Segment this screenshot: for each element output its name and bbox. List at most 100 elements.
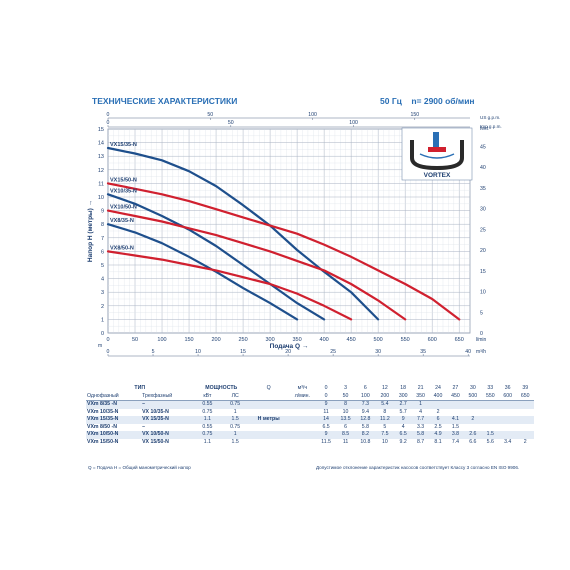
head-value: 5.6 xyxy=(486,438,494,445)
blank-cell xyxy=(288,439,316,447)
head-value: 2.5 xyxy=(434,423,442,430)
h-label: H метры xyxy=(249,416,289,424)
x-tick-label: 300 xyxy=(265,337,274,343)
model-three-phase: VX 15/50-N xyxy=(142,438,169,445)
power-hp: 1 xyxy=(221,431,250,439)
head-value: 2.6 xyxy=(464,431,482,439)
head-value xyxy=(498,400,517,409)
blank-cell xyxy=(288,409,316,417)
m3h-tick-label: 20 xyxy=(285,349,291,355)
m3h-tick-label: 25 xyxy=(330,349,336,355)
model-three-phase: – xyxy=(142,423,145,430)
head-value xyxy=(446,400,465,409)
q-lmin-value: 350 xyxy=(416,392,425,399)
m3h-tick-label: 10 xyxy=(195,349,201,355)
power-hp: 1 xyxy=(233,408,237,415)
x-tick-label: 650 xyxy=(455,337,464,343)
unit-m3h: м³/ч xyxy=(297,385,308,391)
x-tick-label: 150 xyxy=(184,337,193,343)
head-value: 5.8 xyxy=(411,431,430,439)
table-row: VXm 8/50 -N – 0.55 0.75 6.5 6 5.8 5 4 3.3 2.5 1.5 xyxy=(86,424,534,432)
x-unit-lmin: l/min xyxy=(476,337,487,343)
q-m3h-value: 30 xyxy=(469,385,476,391)
x-tick-label: 500 xyxy=(374,337,383,343)
feet-tick-label: 30 xyxy=(480,207,486,213)
blank-cell xyxy=(288,400,317,409)
series-label: VX15/50-N xyxy=(110,177,137,183)
q-m3h-value: 3 xyxy=(344,385,347,391)
table-row: VXm 15/35-N VX 15/35-N 1.1 1.5 H метры 14 13.5… xyxy=(86,416,534,424)
head-value xyxy=(516,400,534,409)
head-value xyxy=(481,416,499,424)
y-tick-label: 14 xyxy=(98,141,104,147)
q-lmin-value: 200 xyxy=(380,392,390,399)
frequency-label: 50 Гц xyxy=(380,96,402,106)
head-value: 5.7 xyxy=(399,408,407,415)
imp-gpm-unit-label: Imp g.p.m. xyxy=(480,124,502,129)
q-m3h-value: 36 xyxy=(504,385,511,391)
y-tick-label: 15 xyxy=(98,127,104,133)
head-value: 3.8 xyxy=(446,431,465,439)
head-value: 11 xyxy=(323,408,329,415)
q-m3h-value: 18 xyxy=(400,385,407,391)
table-row: VXm 15/50-N VX 15/50-N 1.1 1.5 11.5 11 10.8 10 9… xyxy=(86,439,534,447)
head-value: 6.5 xyxy=(322,423,330,430)
head-value: 7.7 xyxy=(411,416,430,424)
series-label: VX10/35-N xyxy=(110,188,137,194)
feet-tick-label: 20 xyxy=(480,248,486,254)
y-tick-label: 1 xyxy=(101,317,104,323)
x-tick-label: 200 xyxy=(211,337,220,343)
us-gpm-tick-label: 0 xyxy=(107,112,110,118)
feet-tick-label: 35 xyxy=(480,186,486,192)
head-value: 7.3 xyxy=(355,400,376,409)
series-line-vx15-35-n xyxy=(106,146,380,321)
head-value: 3.4 xyxy=(504,438,512,445)
head-value: 6 xyxy=(344,423,347,430)
x-tick-label: 400 xyxy=(320,337,329,343)
series-line-vx8-35-n xyxy=(106,223,299,321)
q-m3h-value: 12 xyxy=(381,385,388,391)
head-value: 9 xyxy=(316,400,336,409)
y-tick-label: 6 xyxy=(101,249,104,255)
head-value: 10.8 xyxy=(360,438,371,445)
blank-cell xyxy=(288,416,317,424)
head-value xyxy=(516,409,534,417)
head-value: 14 xyxy=(316,416,336,424)
model-single-phase: VXm 15/50-N xyxy=(87,438,119,445)
head-value: 3.3 xyxy=(416,423,425,430)
table-row: VXm 10/50-N VX 10/50-N 0.75 1 9 8.5 8.2 7.5 6.5 5… xyxy=(86,431,534,439)
shaft-icon xyxy=(433,132,439,147)
q-m3h-value: 6 xyxy=(363,385,367,391)
x-tick-label: 0 xyxy=(106,337,109,343)
power-hp: 1.5 xyxy=(221,416,250,424)
q-m3h-value: 27 xyxy=(452,385,459,391)
imp-gpm-tick-label: 100 xyxy=(349,120,358,126)
head-value: 8.2 xyxy=(355,431,376,439)
m3h-tick-label: 5 xyxy=(152,349,155,355)
head-value: 4.9 xyxy=(429,431,447,439)
m3h-tick-label: 35 xyxy=(420,349,426,355)
head-value: 9 xyxy=(316,431,336,439)
feet-tick-label: 25 xyxy=(480,227,486,233)
x-tick-label: 250 xyxy=(238,337,247,343)
unit-lmin: л/мин. xyxy=(294,392,310,399)
head-value: 11.5 xyxy=(321,438,331,445)
head-value: 9 xyxy=(394,416,412,424)
series-label: VX8/35-N xyxy=(110,218,134,224)
y-tick-label: 5 xyxy=(101,263,104,269)
power-hp: 1.5 xyxy=(231,438,239,445)
q-lmin-value: 100 xyxy=(361,392,370,399)
q-lmin-value: 500 xyxy=(468,392,478,399)
q-m3h-value: 33 xyxy=(487,385,494,391)
h-label xyxy=(249,424,288,432)
model-single-phase: VXm 8/50 -N xyxy=(87,423,117,430)
head-value: 7.4 xyxy=(451,438,460,445)
series-label: VX15/35-N xyxy=(110,142,137,148)
head-value: 6.6 xyxy=(469,438,477,445)
power-kw: 1.1 xyxy=(203,438,211,445)
type-header: ТИП xyxy=(134,385,146,391)
speed-header: 50 Гц n= 2900 об/мин xyxy=(380,96,475,106)
y-tick-label: 0 xyxy=(101,331,104,337)
power-kw: 0.75 xyxy=(193,431,222,439)
